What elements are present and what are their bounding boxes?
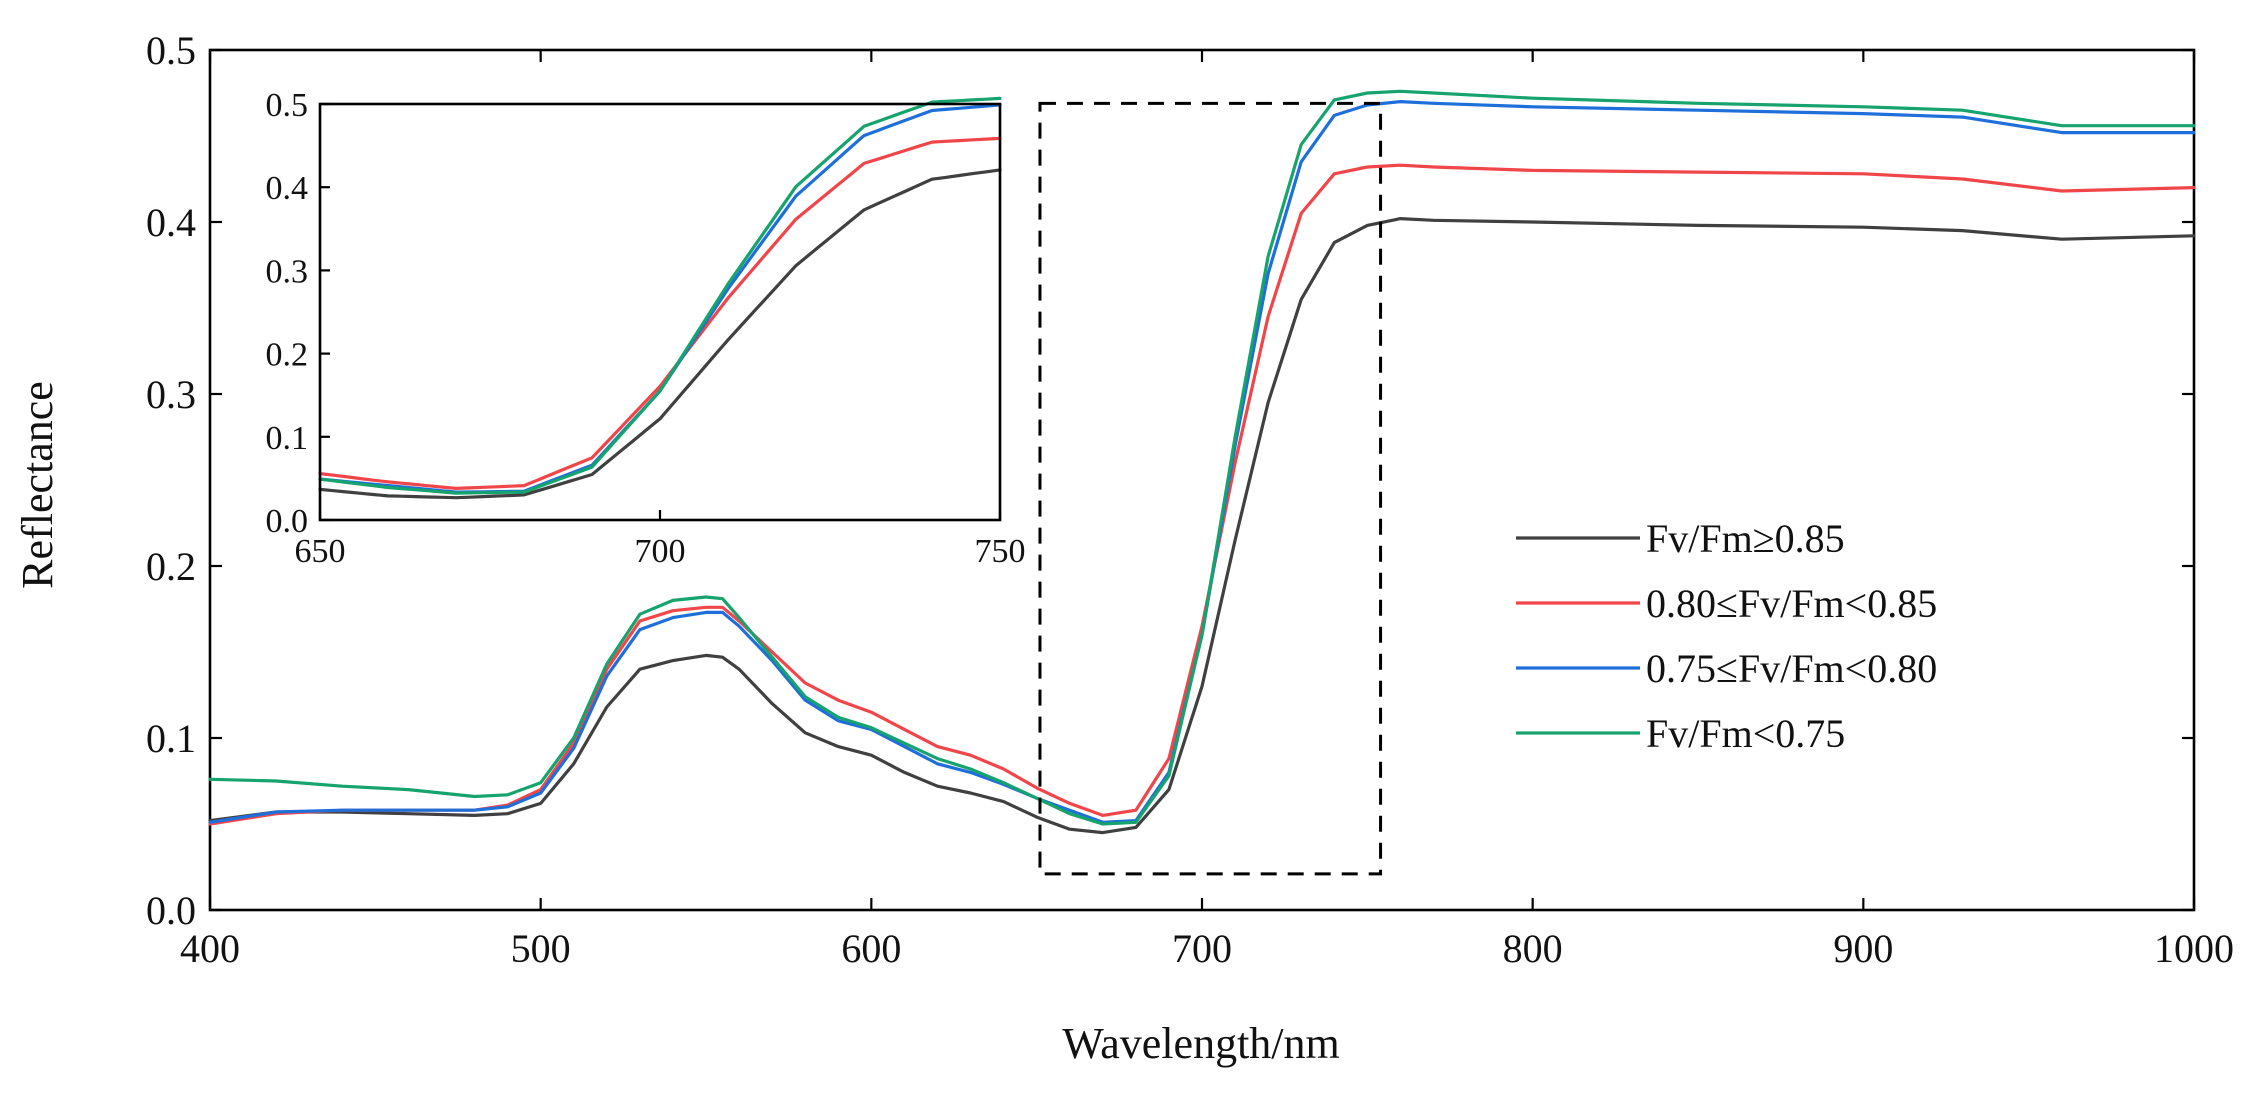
x-tick-label: 600 — [841, 926, 901, 971]
inset-x-tick-label: 700 — [635, 533, 686, 570]
legend-label-fv-fm-0-75: Fv/Fm<0.75 — [1646, 711, 1845, 756]
series-line-0-75-fv-fm-0-80 — [208, 99, 2196, 824]
main-series-group — [208, 89, 2196, 835]
y-tick-label: 0.3 — [146, 372, 196, 417]
inset-series-line-0-80-fv-fm-0-85 — [318, 136, 1002, 490]
x-tick-label: 1000 — [2154, 926, 2234, 971]
inset-y-tick-label: 0.2 — [266, 337, 309, 374]
inset-x-ticks: 650 700 750 — [295, 510, 1026, 570]
series-line-fv-fm-0-85 — [208, 217, 2196, 835]
series-line-0-80-fv-fm-0-85 — [208, 163, 2196, 826]
main-x-ticks: 400 500 600 700 800 900 1000 — [180, 50, 2234, 971]
inset-y-tick-label: 0.0 — [266, 503, 309, 540]
legend-label-0-75-fv-fm-0-80: 0.75≤Fv/Fm<0.80 — [1646, 646, 1937, 691]
main-plot-area: 400 500 600 700 800 900 1000 0.00.10.20.30.40.… — [146, 28, 2234, 971]
y-axis-title: Reflectance — [13, 381, 62, 589]
inset-series-line-fv-fm-0-85 — [318, 168, 1002, 500]
y-tick-label: 0.0 — [146, 888, 196, 933]
x-tick-label: 400 — [180, 926, 240, 971]
main-y-ticks: 0.0 0.1 0.2 0.3 0.4 0.5 — [146, 28, 2194, 933]
zoom-region-box — [1038, 101, 1383, 876]
inset-y-tick-label: 0.5 — [266, 87, 309, 124]
x-tick-label: 700 — [1172, 926, 1232, 971]
inset-plot-area: 650 700 750 0.0 0.1 0.2 0.3 0.4 0.5 — [266, 87, 1026, 570]
legend-label-0-80-fv-fm-0-85: 0.80≤Fv/Fm<0.85 — [1646, 581, 1937, 626]
inset-series-line-fv-fm-0-75 — [318, 96, 1002, 495]
legend-label-fv-fm-0-85: Fv/Fm≥0.85 — [1646, 516, 1845, 561]
x-axis-title: Wavelength/nm — [1062, 1019, 1340, 1068]
inset-series-group — [318, 96, 1002, 500]
x-tick-label: 500 — [511, 926, 571, 971]
y-tick-label: 0.5 — [146, 28, 196, 73]
x-tick-label: 800 — [1503, 926, 1563, 971]
inset-background — [320, 104, 1000, 520]
y-tick-label: 0.4 — [146, 200, 196, 245]
inset-x-tick-label: 750 — [975, 533, 1026, 570]
inset-y-tick-label: 0.1 — [266, 420, 309, 457]
x-tick-label: 900 — [1833, 926, 1893, 971]
inset-y-tick-label: 0.4 — [266, 170, 309, 207]
inset-y-ticks: 0.0 0.1 0.2 0.3 0.4 0.5 — [266, 87, 330, 540]
y-tick-label: 0.2 — [146, 544, 196, 589]
inset-x-tick-label: 650 — [295, 533, 346, 570]
legend: Fv/Fm≥0.85 0.80≤Fv/Fm<0.85 0.75≤Fv/Fm<0.80… — [1516, 516, 1937, 756]
series-line-fv-fm-0-75 — [208, 89, 2196, 826]
y-tick-label: 0.1 — [146, 716, 196, 761]
inset-y-tick-label: 0.3 — [266, 253, 309, 290]
